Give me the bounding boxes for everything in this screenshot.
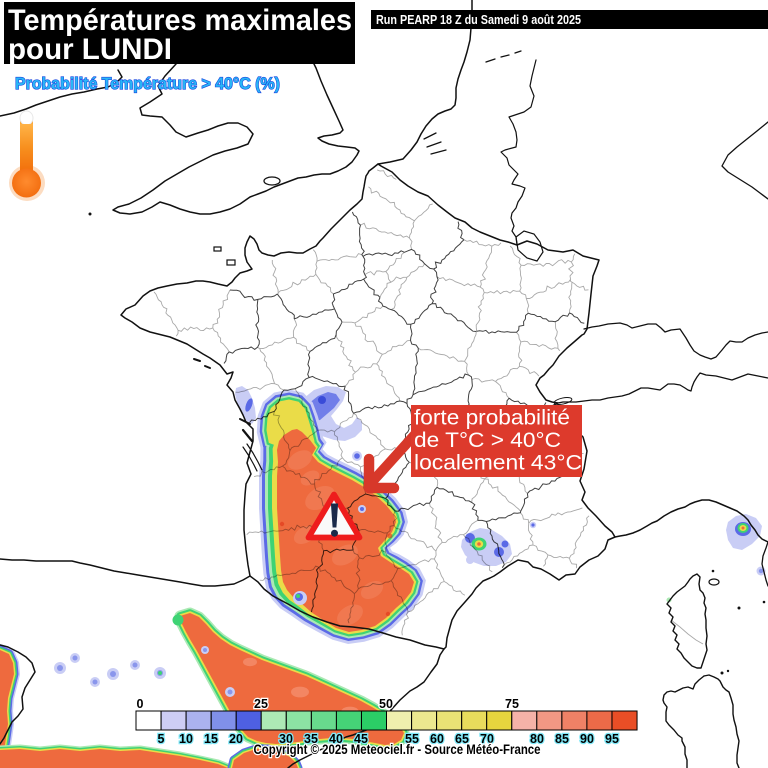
- svg-text:25: 25: [254, 697, 268, 711]
- svg-text:55: 55: [405, 732, 419, 746]
- svg-text:20: 20: [229, 732, 243, 746]
- svg-text:10: 10: [179, 732, 193, 746]
- svg-text:65: 65: [455, 732, 469, 746]
- svg-text:Run PEARP 18 Z du Samedi 9 aoû: Run PEARP 18 Z du Samedi 9 août 2025: [376, 13, 581, 27]
- svg-text:50: 50: [379, 697, 393, 711]
- svg-text:Copyright © 2025 Meteociel.fr: Copyright © 2025 Meteociel.fr - Source M…: [254, 742, 541, 757]
- svg-text:15: 15: [204, 732, 218, 746]
- svg-text:70: 70: [480, 732, 494, 746]
- svg-text:40: 40: [329, 732, 343, 746]
- svg-text:0: 0: [137, 697, 144, 711]
- svg-text:localement 43°C: localement 43°C: [414, 451, 582, 475]
- svg-text:75: 75: [505, 697, 519, 711]
- svg-text:forte probabilité: forte probabilité: [414, 406, 570, 430]
- svg-text:95: 95: [605, 732, 619, 746]
- svg-text:35: 35: [304, 732, 318, 746]
- svg-text:60: 60: [430, 732, 444, 746]
- svg-text:45: 45: [354, 732, 368, 746]
- svg-text:30: 30: [279, 732, 293, 746]
- svg-text:80: 80: [530, 732, 544, 746]
- svg-text:85: 85: [555, 732, 569, 746]
- svg-text:Probabilité Température > 40°C: Probabilité Température > 40°C (%): [15, 75, 280, 93]
- svg-text:5: 5: [158, 732, 165, 746]
- svg-text:de T°C > 40°C: de T°C > 40°C: [414, 428, 561, 452]
- svg-text:90: 90: [580, 732, 594, 746]
- svg-text:pour LUNDI: pour LUNDI: [8, 33, 172, 66]
- svg-text:Températures maximales: Températures maximales: [8, 4, 352, 37]
